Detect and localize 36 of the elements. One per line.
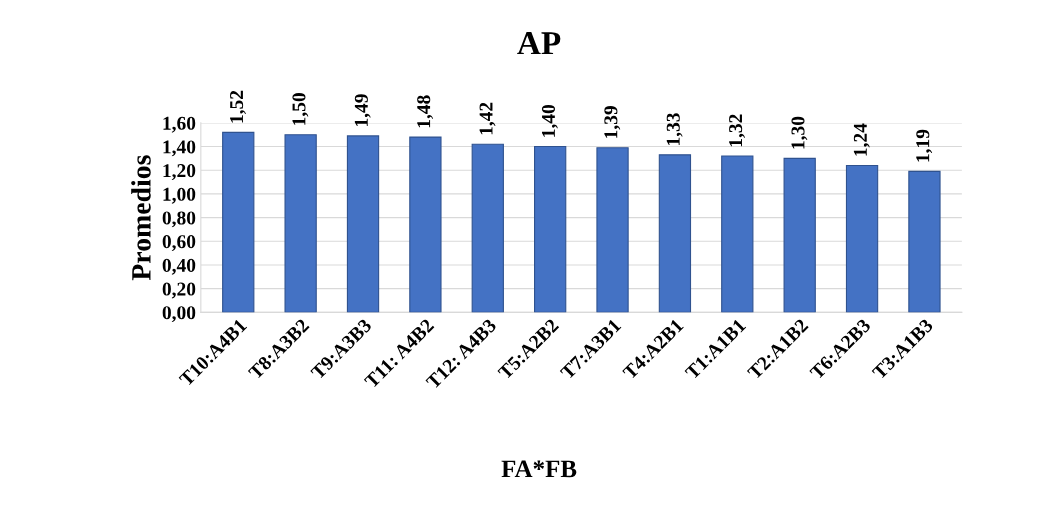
bar [721,155,754,313]
y-tick-label: 0,20 [162,282,196,299]
data-label: 1,32 [729,114,745,147]
y-axis-title: Promedios [131,155,151,281]
data-label: 1,48 [417,95,434,128]
data-label: 1,52 [230,90,246,123]
bar [596,147,629,313]
bar [845,164,879,313]
y-tick-label: 0,80 [162,211,196,228]
bar [783,157,816,313]
y-tick-label: 1,60 [163,116,196,133]
data-label: 1,42 [479,102,496,135]
data-label: 1,30 [791,116,808,149]
bar [908,170,941,313]
data-label: 1,49 [354,94,371,127]
y-tick-label: 1,00 [163,187,196,204]
y-tick-label: 0,00 [162,306,196,323]
y-tick-label: 1,40 [163,140,196,157]
data-label: 1,50 [292,93,309,125]
y-tick-label: 1,20 [163,164,196,180]
data-label: 1,19 [916,129,933,162]
data-label: 1,40 [541,104,558,137]
data-label: 1,39 [604,106,621,138]
x-axis-title: FA*FB [501,460,577,478]
bar [284,134,317,313]
bar [471,143,504,313]
bar [534,146,567,313]
y-tick-label: 0,60 [162,235,196,252]
bar [658,154,692,313]
bar [222,131,255,313]
data-label: 1,33 [666,113,683,145]
chart-title: AP [517,32,561,55]
bar [409,136,442,313]
y-tick-label: 0,40 [162,258,196,275]
bar [346,135,380,313]
data-label: 1,24 [853,123,870,156]
